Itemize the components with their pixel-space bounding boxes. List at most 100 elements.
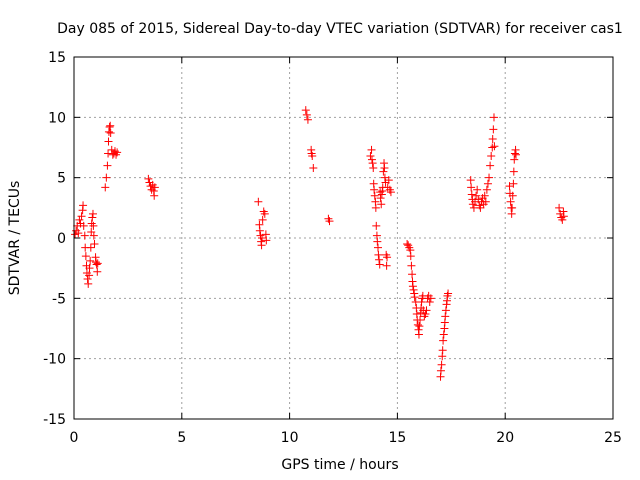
data-point	[83, 275, 92, 284]
data-point	[368, 159, 377, 168]
data-point	[438, 346, 447, 355]
data-point	[89, 221, 98, 230]
x-tick-label: 25	[604, 430, 622, 446]
data-point	[84, 279, 93, 288]
data-point	[370, 191, 379, 200]
data-point	[480, 191, 489, 200]
data-point	[86, 256, 95, 265]
y-tick-label: 5	[57, 171, 66, 187]
data-point	[88, 209, 97, 218]
data-point	[488, 135, 497, 144]
x-tick-label: 0	[70, 430, 79, 446]
data-point	[93, 259, 102, 268]
data-point	[476, 203, 485, 212]
data-point	[441, 312, 450, 321]
data-point	[77, 212, 86, 221]
data-point	[106, 121, 115, 130]
data-point	[558, 215, 567, 224]
data-point	[79, 201, 88, 210]
data-point	[472, 191, 481, 200]
data-point	[489, 125, 498, 134]
data-point	[386, 188, 395, 197]
data-point	[89, 231, 98, 240]
data-point	[408, 282, 417, 291]
data-point	[150, 191, 159, 200]
data-point	[422, 306, 431, 315]
data-point	[408, 270, 417, 279]
data-point	[384, 176, 393, 185]
axis-ticks	[73, 56, 614, 420]
data-point	[510, 155, 519, 164]
data-point	[257, 241, 266, 250]
x-tick-label: 15	[388, 430, 406, 446]
data-point	[415, 322, 424, 331]
data-point	[92, 260, 101, 269]
data-point	[104, 127, 113, 136]
data-point	[466, 176, 475, 185]
data-point	[559, 212, 568, 221]
x-tick-label: 20	[496, 430, 514, 446]
data-point	[508, 203, 517, 212]
data-point	[483, 179, 492, 188]
x-tick-label: 10	[281, 430, 299, 446]
data-point	[489, 113, 498, 122]
data-point	[377, 200, 386, 209]
data-point	[113, 148, 122, 157]
data-point	[373, 237, 382, 246]
data-point	[370, 185, 379, 194]
data-point	[487, 151, 496, 160]
data-point	[374, 250, 383, 259]
data-point	[106, 129, 115, 138]
data-point	[88, 213, 97, 222]
data-point	[441, 306, 450, 315]
data-point	[481, 197, 490, 206]
data-point	[509, 167, 518, 176]
data-point	[309, 164, 318, 173]
data-point	[85, 264, 94, 273]
data-point	[262, 236, 271, 245]
data-point	[439, 336, 448, 345]
y-tick-label: 15	[48, 50, 66, 66]
data-point	[382, 261, 391, 270]
data-point	[406, 252, 415, 261]
data-point	[417, 297, 426, 306]
data-point	[372, 221, 381, 230]
y-tick-label: 0	[57, 231, 66, 247]
data-point	[144, 174, 153, 183]
data-point	[74, 229, 83, 238]
data-point	[146, 182, 155, 191]
data-point	[373, 243, 382, 252]
data-point	[379, 167, 388, 176]
data-point	[407, 261, 416, 270]
data-point	[555, 203, 564, 212]
data-point	[93, 267, 102, 276]
data-point	[303, 115, 312, 124]
chart-title: Day 085 of 2015, Sidereal Day-to-day VTE…	[57, 21, 623, 37]
data-point	[85, 271, 94, 280]
data-point	[403, 240, 412, 249]
data-point	[444, 289, 453, 298]
data-point	[367, 145, 376, 154]
data-point	[75, 215, 84, 224]
data-point	[410, 293, 419, 302]
data-point	[414, 330, 423, 339]
data-point	[488, 143, 497, 152]
data-point	[260, 209, 269, 218]
data-point	[81, 252, 90, 261]
data-point	[409, 285, 418, 294]
data-point	[490, 142, 499, 151]
y-tick-label: 10	[48, 110, 66, 126]
data-point	[436, 366, 445, 375]
data-point	[510, 149, 519, 158]
data-point	[421, 310, 430, 319]
data-point	[467, 190, 476, 199]
grid-lines	[74, 57, 613, 419]
data-point	[425, 297, 434, 306]
data-point	[301, 106, 310, 115]
data-point	[485, 173, 494, 182]
data-point	[367, 155, 376, 164]
data-point	[369, 164, 378, 173]
data-point	[482, 185, 491, 194]
data-point	[508, 191, 517, 200]
y-tick-label: -5	[52, 291, 66, 307]
